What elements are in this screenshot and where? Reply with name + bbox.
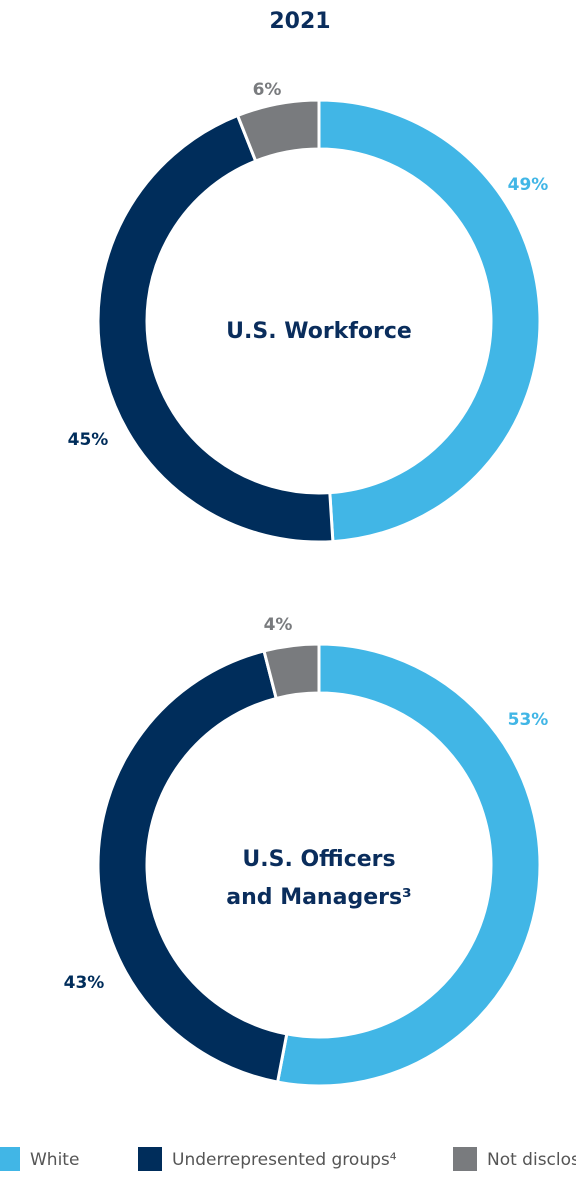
value-label: 43% xyxy=(64,973,105,993)
donut-segment xyxy=(317,98,542,544)
center-label: and Managers³ xyxy=(226,885,411,910)
center-label: U.S. Workforce xyxy=(226,319,412,344)
value-label: 6% xyxy=(253,80,282,100)
legend-swatch xyxy=(0,1147,20,1171)
title: 2021 xyxy=(269,9,330,34)
legend-label: Not disclosed xyxy=(487,1150,576,1170)
donut-segment xyxy=(262,642,321,701)
donut-segment xyxy=(96,113,335,544)
value-label: 4% xyxy=(264,615,293,635)
legend-swatch xyxy=(453,1147,477,1171)
donut-segment xyxy=(96,649,289,1084)
legend-label: Underrepresented groups⁴ xyxy=(172,1150,397,1170)
donut-segment xyxy=(275,642,542,1088)
legend-label: White xyxy=(30,1150,79,1170)
center-label: U.S. Officers xyxy=(242,847,395,872)
donut-segment xyxy=(235,98,321,164)
value-label: 53% xyxy=(508,710,549,730)
value-label: 49% xyxy=(508,175,549,195)
value-label: 45% xyxy=(68,430,109,450)
legend-swatch xyxy=(138,1147,162,1171)
